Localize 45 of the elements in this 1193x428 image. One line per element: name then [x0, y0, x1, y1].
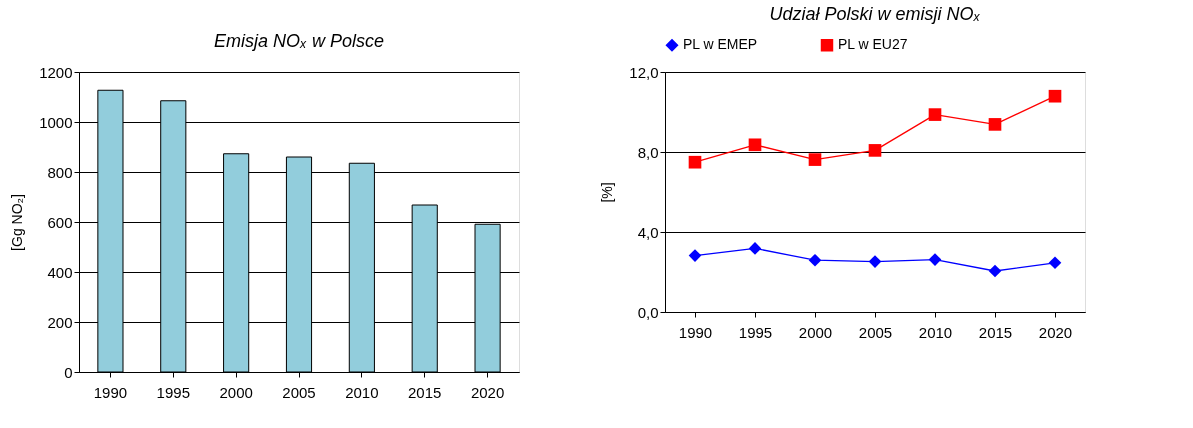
- y-tick-label: 12,0: [629, 63, 659, 81]
- x-tick-label: 2010: [918, 323, 953, 341]
- x-tick-label: 2015: [978, 323, 1013, 341]
- point: [988, 118, 1002, 131]
- point: [688, 249, 702, 262]
- point: [928, 253, 942, 266]
- x-tick-label: 2020: [470, 383, 505, 401]
- chart-title: Udział Polski w emisji NOₓ: [769, 4, 981, 24]
- point: [868, 255, 882, 268]
- y-tick-label: 600: [47, 213, 73, 231]
- y-tick-label: 0,0: [637, 303, 659, 321]
- x-tick-label: 2000: [798, 323, 833, 341]
- y-tick-label: 800: [47, 163, 73, 181]
- y-tick-label: 4,0: [637, 223, 659, 241]
- x-tick-label: 2010: [345, 383, 379, 401]
- x-tick-label: 2000: [219, 383, 253, 401]
- x-tick-label: 2005: [858, 323, 893, 341]
- point: [748, 242, 762, 255]
- point: [688, 155, 702, 169]
- point: [868, 144, 882, 157]
- x-tick-label: 2020: [1038, 323, 1073, 341]
- x-tick-label: 2015: [408, 383, 442, 401]
- y-tick-label: 1200: [39, 63, 73, 81]
- legend-label: PL w EMEP: [683, 36, 758, 53]
- point: [928, 108, 942, 121]
- y-tick-label: 200: [47, 313, 73, 331]
- legend-label: PL w EU27: [838, 36, 908, 53]
- chart-title: Emisja NOₓ w Polsce: [214, 31, 384, 51]
- point: [808, 253, 822, 267]
- y-tick-label: 400: [47, 263, 73, 281]
- y-tick-label: 1000: [39, 113, 73, 131]
- y-tick-label: 0: [64, 363, 73, 381]
- x-tick-label: 1990: [93, 383, 128, 401]
- y-axis-title: [Gg NO₂]: [9, 194, 26, 251]
- x-tick-label: 1995: [738, 323, 773, 341]
- x-tick-label: 1995: [156, 383, 190, 401]
- y-axis-title: [%]: [599, 182, 616, 203]
- point: [808, 153, 822, 166]
- y-tick-label: 8,0: [637, 143, 659, 161]
- point: [1048, 256, 1062, 270]
- x-tick-label: 1990: [678, 323, 713, 341]
- point: [1048, 89, 1062, 103]
- point: [988, 264, 1002, 278]
- x-tick-label: 2005: [282, 383, 316, 401]
- point: [748, 138, 762, 152]
